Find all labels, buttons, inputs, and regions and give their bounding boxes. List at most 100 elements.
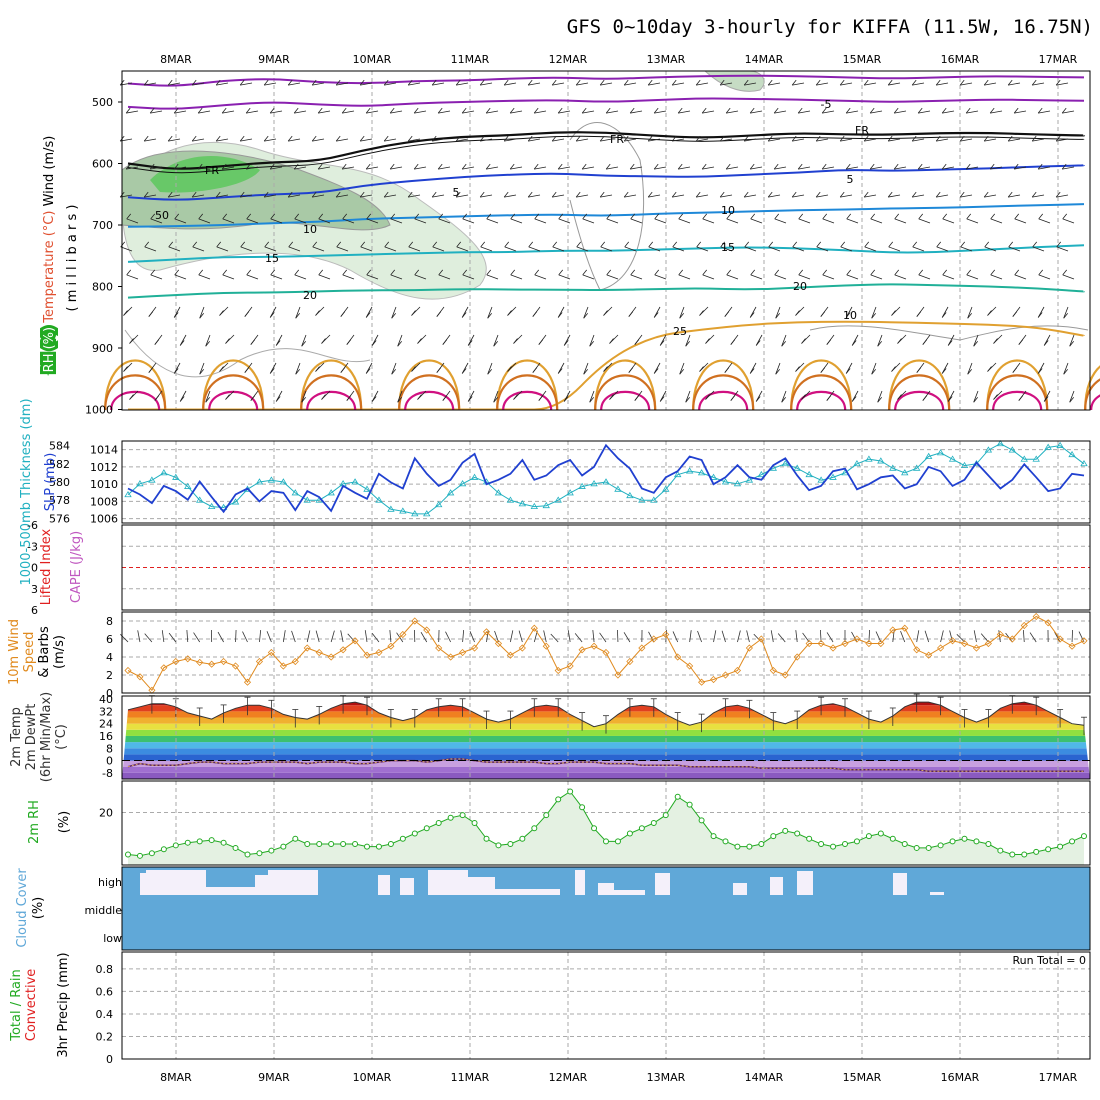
wind-barb	[312, 82, 325, 86]
wind-barb-10m	[648, 631, 655, 643]
warm-contour	[790, 359, 853, 411]
wind-barb-flag	[743, 191, 749, 198]
rh-point	[818, 841, 825, 847]
wind-barb-flag	[552, 241, 558, 248]
warm-contour	[300, 374, 363, 411]
wind-barb	[552, 82, 565, 86]
thickness-point	[626, 491, 634, 499]
wind-barb-flag	[120, 241, 126, 248]
wind-barb	[390, 274, 403, 280]
wind-barb	[600, 246, 613, 252]
date-label-top: 10MAR	[353, 53, 392, 66]
rh-point	[722, 838, 729, 845]
wind-speed-point	[781, 671, 789, 679]
wind-barb	[606, 110, 619, 114]
date-label-top: 11MAR	[451, 53, 490, 66]
wind-barb-flag	[685, 396, 691, 403]
wind-barb	[582, 218, 595, 224]
cloud-level-label: low	[103, 932, 122, 945]
wind-barb-flag	[407, 79, 413, 86]
wind-barb	[270, 274, 283, 280]
wind-barb	[192, 138, 205, 142]
wind-barb	[558, 274, 571, 280]
wind-speed-point	[363, 651, 371, 659]
wind-barb	[480, 194, 493, 198]
wind-barb	[264, 82, 277, 86]
wind-barb	[366, 110, 379, 114]
wind-barb-flag	[699, 310, 704, 316]
thickness-point	[231, 498, 240, 505]
pressure-tick-label: 700	[92, 219, 113, 232]
wind-barb	[174, 110, 187, 114]
wind-barb-flag	[629, 107, 635, 114]
warm-contour	[692, 359, 755, 411]
slp-frame	[121, 440, 1091, 524]
wind-speed-point	[291, 657, 299, 666]
wind-barb-flag	[359, 79, 365, 86]
temp-fill-bands	[122, 702, 1090, 779]
wind-barb-flag	[129, 394, 134, 400]
wind-barb-flag	[510, 213, 516, 220]
wind-barb	[342, 218, 355, 224]
wind-barb-flag	[486, 213, 492, 220]
wind-barb-10m	[998, 630, 1001, 643]
thickness-point	[865, 455, 873, 462]
wind-tick-label: 4	[106, 651, 113, 664]
wind-barb	[198, 274, 211, 280]
wind-barb-10m	[462, 630, 465, 643]
cloud-gap	[255, 875, 268, 895]
thickness-point	[781, 460, 789, 467]
thickness-point	[434, 501, 443, 508]
wind-barb-flag	[990, 269, 996, 276]
wind-barb-flag	[918, 213, 924, 220]
wind-barb	[912, 194, 925, 198]
wind-barb-flag	[269, 368, 275, 374]
wind-speed-point	[411, 617, 419, 625]
wind-barb	[1063, 362, 1069, 375]
wind-barb-flag	[1012, 311, 1018, 317]
warm-contour	[888, 359, 951, 411]
wind-barb-flag	[321, 394, 326, 400]
wind-barb-flag	[654, 213, 660, 220]
wind-barb	[685, 390, 691, 403]
wind-barb-flag	[205, 340, 211, 347]
wind-barb-10m	[574, 633, 583, 643]
rh-point	[913, 844, 920, 851]
wind-speed-point	[853, 635, 861, 643]
wind-barb-10m	[980, 633, 989, 643]
wind-barb-flag	[749, 368, 755, 374]
slp-line	[127, 443, 1085, 514]
wind-barb-flag	[815, 79, 821, 86]
wind-ylabel-text: (m/s)	[52, 635, 67, 669]
thickness-point	[721, 478, 730, 485]
wind-barb-flag	[455, 79, 461, 86]
wind-barb-flag	[173, 107, 179, 114]
wind-tick-label: 2	[106, 669, 113, 682]
wind-barb	[726, 218, 739, 224]
wind-barb	[768, 194, 781, 198]
wind-barb	[216, 138, 229, 142]
wind-barb	[342, 166, 355, 170]
thickness-point	[1020, 455, 1028, 462]
wind-barb	[336, 246, 349, 252]
wind-barb	[672, 194, 685, 198]
rh-point	[1045, 846, 1052, 853]
wind-barb	[918, 274, 931, 280]
rh-point	[364, 843, 370, 850]
thickness-point	[1068, 450, 1076, 458]
wind-speed-point	[733, 666, 742, 675]
wind-barb-flag	[795, 310, 800, 316]
isotherm--5	[127, 97, 1085, 110]
thickness-point	[709, 473, 718, 480]
wind-barb	[630, 218, 643, 224]
wind-barb-flag	[1043, 396, 1049, 402]
wind-barb-flag	[659, 396, 665, 402]
wind-barb-flag	[983, 135, 989, 142]
contour-label: 15	[265, 252, 279, 265]
wind-barb	[493, 334, 499, 347]
wind-barb-flag	[222, 269, 228, 276]
wind-barb	[936, 82, 949, 86]
wind-barb	[798, 110, 811, 114]
wind-barb	[864, 246, 877, 252]
thickness-point	[387, 505, 395, 512]
